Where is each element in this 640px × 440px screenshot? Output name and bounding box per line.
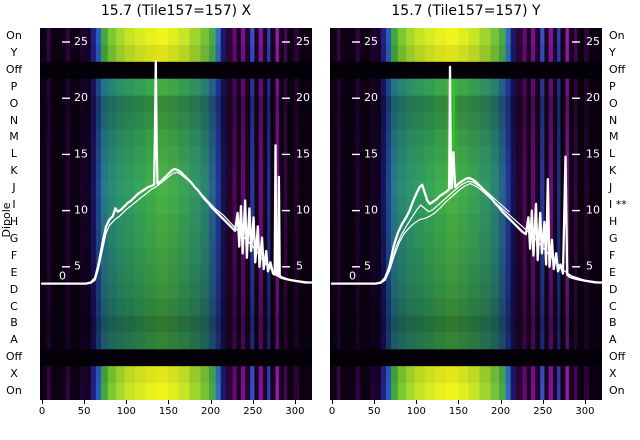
row-label: K [609,164,617,178]
x-tick-label: 150 [448,406,468,417]
row-label: F [609,248,616,262]
row-label: X [609,367,617,381]
row-label: D [9,282,19,296]
row-label: On [6,384,22,398]
x-tick-label: 150 [158,406,178,417]
x-tick-label: 300 [285,406,305,417]
row-label: F [10,248,18,262]
row-label: G [9,231,19,245]
row-label: B [10,316,18,330]
row-label: J [12,181,16,195]
row-label: A [10,333,18,347]
row-label: K [10,164,18,178]
x-tick-mark [168,400,170,404]
panel-title-y: 15.7 (Tile157=157) Y [391,3,541,19]
x-tick-label: 50 [77,406,91,417]
row-label: M [9,130,19,144]
row-label: C [10,299,18,313]
x-tick-mark [252,400,254,404]
x-tick-label: 100 [406,406,426,417]
row-label: On [6,29,22,42]
row-label: J [609,181,613,195]
row-label: O [9,96,19,110]
x-tick-mark [374,400,376,404]
row-label: D [609,282,618,296]
x-tick-mark [416,400,418,404]
row-label: N [9,113,19,127]
x-tick-mark [84,400,86,404]
row-label: N [609,113,618,127]
x-tick-label: 250 [533,406,553,417]
x-tick-label: 250 [243,406,263,417]
row-label: M [609,130,619,144]
row-label: L [609,147,616,161]
x-tick-label: 50 [367,406,381,417]
right-axis-row-labels: On Y Off P O N M L K J I ** H G F E D C B A Off X On [606,28,640,400]
heatmap-panel-x [40,28,312,400]
panel-title-x: 15.7 (Tile157=157) X [100,3,252,19]
row-label: B [609,316,617,330]
row-label: H [609,214,618,228]
row-label: A [609,333,617,347]
x-tick-label: 200 [491,406,511,417]
x-tick-mark [500,400,502,404]
x-tick-label: 300 [575,406,595,417]
x-tick-label: 200 [201,406,221,417]
row-label: E [609,265,616,279]
row-label: Off [5,62,23,76]
row-label: Off [609,350,626,364]
x-tick-mark [210,400,212,404]
row-label: O [609,96,618,110]
row-label: Y [10,45,18,59]
row-label: P [10,79,18,93]
row-label: I ** [609,198,627,212]
row-label: C [609,299,617,313]
x-tick-mark [458,400,460,404]
x-tick-mark [294,400,296,404]
x-tick-mark [332,400,333,404]
row-label: H [9,214,19,228]
row-label: On [609,29,625,42]
x-tick-label: 0 [38,406,46,417]
left-axis-row-labels: On Y Off P O N M L K J I H G F E D C B A Off X On [0,28,28,400]
row-label: X [10,367,18,381]
row-label: E [10,265,18,279]
x-tick-mark [542,400,544,404]
x-axis: 0 50 100 150 200 250 300 0 50 100 150 200 250 300 [0,400,640,426]
x-tick-mark [584,400,586,404]
row-label: P [609,79,616,93]
heatmap-panel-y [330,28,602,400]
row-label: G [609,231,618,245]
x-tick-mark [42,400,43,404]
row-label: Y [609,45,616,59]
row-label: Off [609,62,626,76]
row-label: L [10,147,18,161]
x-tick-mark [126,400,128,404]
row-label: I [12,198,16,212]
row-label: On [609,384,625,398]
row-label: Off [5,350,23,364]
x-tick-label: 100 [116,406,136,417]
x-tick-label: 0 [328,406,336,417]
